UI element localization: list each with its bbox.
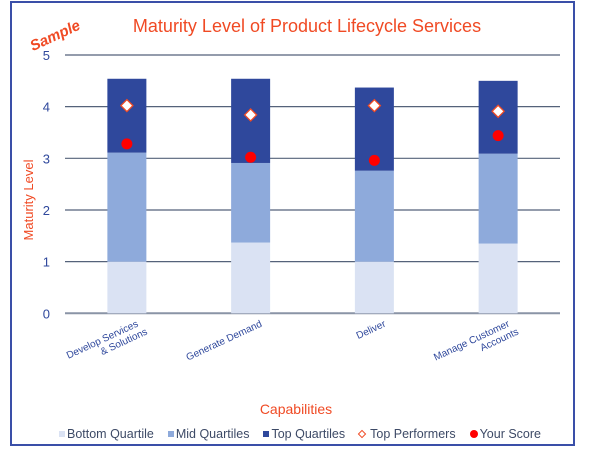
legend-label: Top Quartiles xyxy=(271,427,346,441)
x-tick-label: Develop Services& Solutions xyxy=(65,317,149,372)
bar-mid-quartiles xyxy=(107,152,147,262)
bar-mid-quartiles xyxy=(231,162,271,243)
your-score-marker xyxy=(121,138,133,150)
legend-label: Bottom Quartile xyxy=(67,427,154,441)
y-tick-label: 1 xyxy=(43,255,50,270)
x-tick-label-line: Deliver xyxy=(355,318,388,341)
bar-bottom-quartile xyxy=(107,261,147,314)
bar-bottom-quartile xyxy=(354,261,394,314)
top-performers-marker xyxy=(119,98,134,113)
legend-swatch xyxy=(263,431,270,437)
circle-icon xyxy=(469,430,478,438)
y-tick-label: 5 xyxy=(43,48,50,63)
y-tick-label: 3 xyxy=(43,151,50,166)
top-performers-marker xyxy=(243,108,258,122)
x-tick-label-line: Generate Demand xyxy=(185,319,264,364)
chart-frame xyxy=(10,1,575,446)
legend-label: Mid Quartiles xyxy=(175,427,250,441)
top-performers-marker xyxy=(367,98,382,113)
legend-label: Your Score xyxy=(479,427,541,441)
legend-item: Top Performers xyxy=(357,427,456,441)
x-axis-label: Capabilities xyxy=(260,401,332,417)
y-tick-label: 4 xyxy=(43,100,50,115)
legend-swatch xyxy=(167,431,174,437)
bar-bottom-quartile xyxy=(478,243,518,314)
legend-item: Bottom Quartile xyxy=(59,427,154,441)
bar-bottom-quartile xyxy=(231,242,271,314)
your-score-marker xyxy=(245,151,257,163)
y-tick-label: 0 xyxy=(43,306,50,321)
x-tick-label: Generate Demand xyxy=(185,319,264,364)
your-score-marker xyxy=(368,154,380,166)
sample-watermark: Sample xyxy=(27,17,83,55)
x-tick-label: Manage CustomerAccounts xyxy=(432,317,520,374)
chart-title: Maturity Level of Product Lifecycle Serv… xyxy=(133,16,481,36)
legend-item: Mid Quartiles xyxy=(167,427,250,441)
bar-mid-quartiles xyxy=(478,153,518,244)
legend-item: Top Quartiles xyxy=(263,427,345,441)
y-tick-label: 2 xyxy=(43,203,50,218)
legend-item: Your Score xyxy=(469,427,541,441)
y-axis-label: Maturity Level xyxy=(21,159,36,240)
legend: Bottom Quartile Mid Quartiles Top Quartile… xyxy=(0,427,600,441)
legend-label: Top Performers xyxy=(370,427,456,441)
bar-mid-quartiles xyxy=(354,170,394,262)
legend-swatch xyxy=(59,431,65,437)
diamond-icon xyxy=(357,429,367,439)
your-score-marker xyxy=(492,130,504,142)
x-tick-label: Deliver xyxy=(355,318,388,341)
top-performers-marker xyxy=(491,104,506,119)
